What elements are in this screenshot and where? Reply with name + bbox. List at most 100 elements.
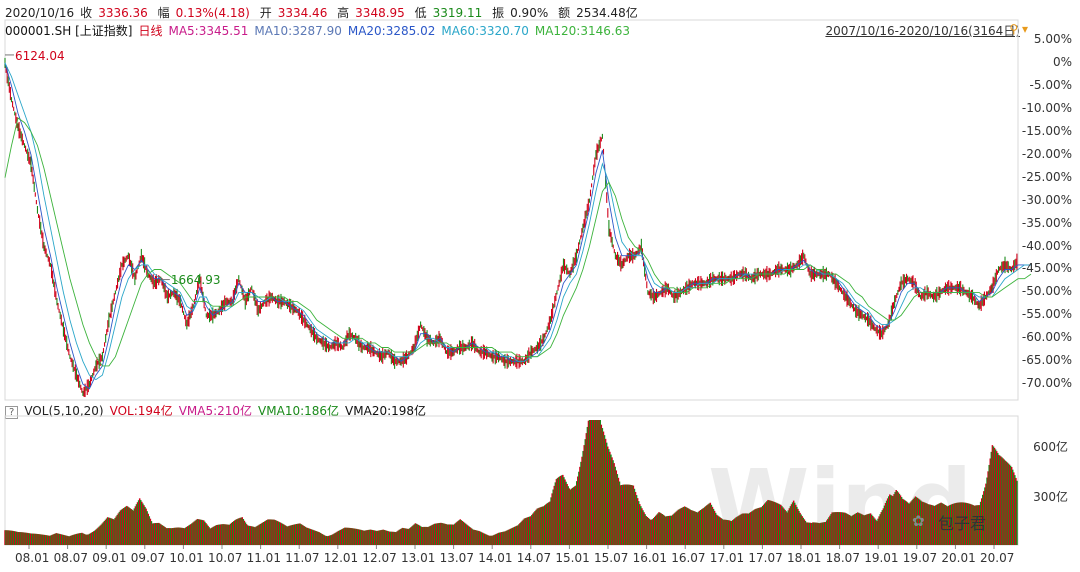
- volume-bar: [122, 508, 125, 545]
- volume-bar: [854, 513, 857, 545]
- volume-bar: [166, 528, 169, 545]
- volume-bar: [807, 522, 810, 545]
- volume-bar: [868, 513, 871, 545]
- volume-bar: [449, 524, 452, 545]
- volume-bar: [119, 510, 122, 545]
- volume-bar: [287, 526, 289, 545]
- volume-bar: [963, 502, 966, 545]
- volume-bar: [386, 530, 389, 545]
- volume-bar: [601, 428, 604, 545]
- volume-bar: [176, 527, 178, 545]
- volume-bar: [878, 516, 880, 545]
- volume-bar: [962, 502, 965, 545]
- volume-bar: [992, 446, 995, 545]
- volume-bar: [426, 526, 428, 545]
- volume-bar: [141, 501, 143, 545]
- volume-bar: [364, 530, 366, 545]
- volume-bar: [787, 510, 790, 545]
- volume-bar: [991, 445, 994, 545]
- volume-bar: [239, 517, 241, 545]
- volume-bar: [179, 527, 182, 545]
- volume-bar: [208, 527, 210, 545]
- date-range[interactable]: 2007/10/16-2020/10/16(3164日): [825, 24, 1020, 38]
- volume-bar: [87, 534, 90, 545]
- change-label: 幅: [157, 6, 170, 20]
- period-label[interactable]: 日线: [138, 24, 163, 38]
- volume-bar: [929, 504, 932, 545]
- volume-bar: [581, 456, 583, 545]
- volume-bar: [348, 527, 350, 545]
- volume-bar: [504, 531, 506, 545]
- volume-bar: [350, 528, 353, 545]
- volume-bar: [106, 517, 109, 545]
- volume-bar: [877, 518, 879, 545]
- volume-bar: [947, 505, 950, 545]
- volume-bar: [275, 520, 278, 545]
- volume-bar: [608, 449, 610, 545]
- volume-bar: [509, 528, 512, 545]
- volume-bar: [598, 420, 600, 545]
- volume-bar: [641, 508, 643, 545]
- volume-bar: [693, 511, 696, 545]
- volume-bar: [231, 521, 234, 545]
- volume-bar: [259, 523, 262, 545]
- volume-bar: [343, 528, 345, 545]
- volume-bar: [826, 520, 828, 545]
- help-icon[interactable]: ?: [5, 406, 19, 419]
- volume-bar: [321, 534, 324, 545]
- volume-bar: [445, 524, 448, 545]
- volume-bar: [784, 509, 786, 545]
- volume-bar: [904, 500, 906, 545]
- volume-bar: [38, 534, 40, 545]
- volume-bar: [762, 504, 765, 545]
- volume-bar: [182, 528, 185, 545]
- symbol-name[interactable]: 000001.SH [上证指数]: [5, 24, 133, 38]
- volume-bar: [751, 511, 753, 545]
- volume-bar: [521, 520, 523, 545]
- volume-bar: [864, 514, 866, 545]
- volume-bar: [821, 522, 824, 545]
- volume-bar: [96, 528, 98, 545]
- volume-bar: [969, 503, 971, 545]
- volume-bar: [169, 528, 172, 545]
- volume-bar: [849, 515, 852, 545]
- volume-bar: [782, 507, 784, 545]
- volume-bar: [198, 519, 201, 545]
- volume-bar: [978, 505, 981, 545]
- volume-bar: [459, 519, 462, 545]
- y-tick-label: -70.00%: [1021, 376, 1072, 391]
- volume-bar: [890, 495, 892, 545]
- volume-bar: [460, 520, 463, 545]
- volume-bar: [1006, 462, 1009, 545]
- volume-bar: [488, 535, 490, 545]
- range-menu-icon[interactable]: ⚲ ▾: [1009, 22, 1028, 36]
- volume-bar: [274, 520, 277, 545]
- volume-bar: [241, 517, 244, 545]
- volume-bar: [317, 531, 319, 545]
- volume-bar: [229, 523, 232, 545]
- volume-bar: [455, 522, 457, 545]
- volume-bar: [332, 534, 334, 545]
- volume-bar: [917, 498, 920, 545]
- volume-bar: [67, 536, 69, 545]
- open-value: 3334.46: [277, 6, 328, 20]
- volume-bar: [1008, 464, 1011, 545]
- volume-bar: [375, 530, 377, 545]
- volume-bar: [148, 516, 151, 545]
- volume-bar: [45, 535, 48, 545]
- ma120-line: [4, 117, 1032, 367]
- volume-bar: [360, 529, 362, 545]
- volume-bar: [796, 506, 798, 545]
- volume-bar: [586, 426, 589, 545]
- vol-indicator-name[interactable]: VOL(5,10,20): [24, 404, 104, 418]
- volume-bar: [491, 535, 494, 545]
- volume-bar: [892, 496, 894, 545]
- volume-bar: [789, 506, 792, 545]
- volume-bar: [315, 530, 317, 545]
- volume-bar: [351, 528, 354, 545]
- volume-bar: [381, 529, 384, 545]
- volume-bar: [851, 515, 854, 545]
- volume-bar: [808, 522, 811, 545]
- volume-bar: [125, 506, 127, 545]
